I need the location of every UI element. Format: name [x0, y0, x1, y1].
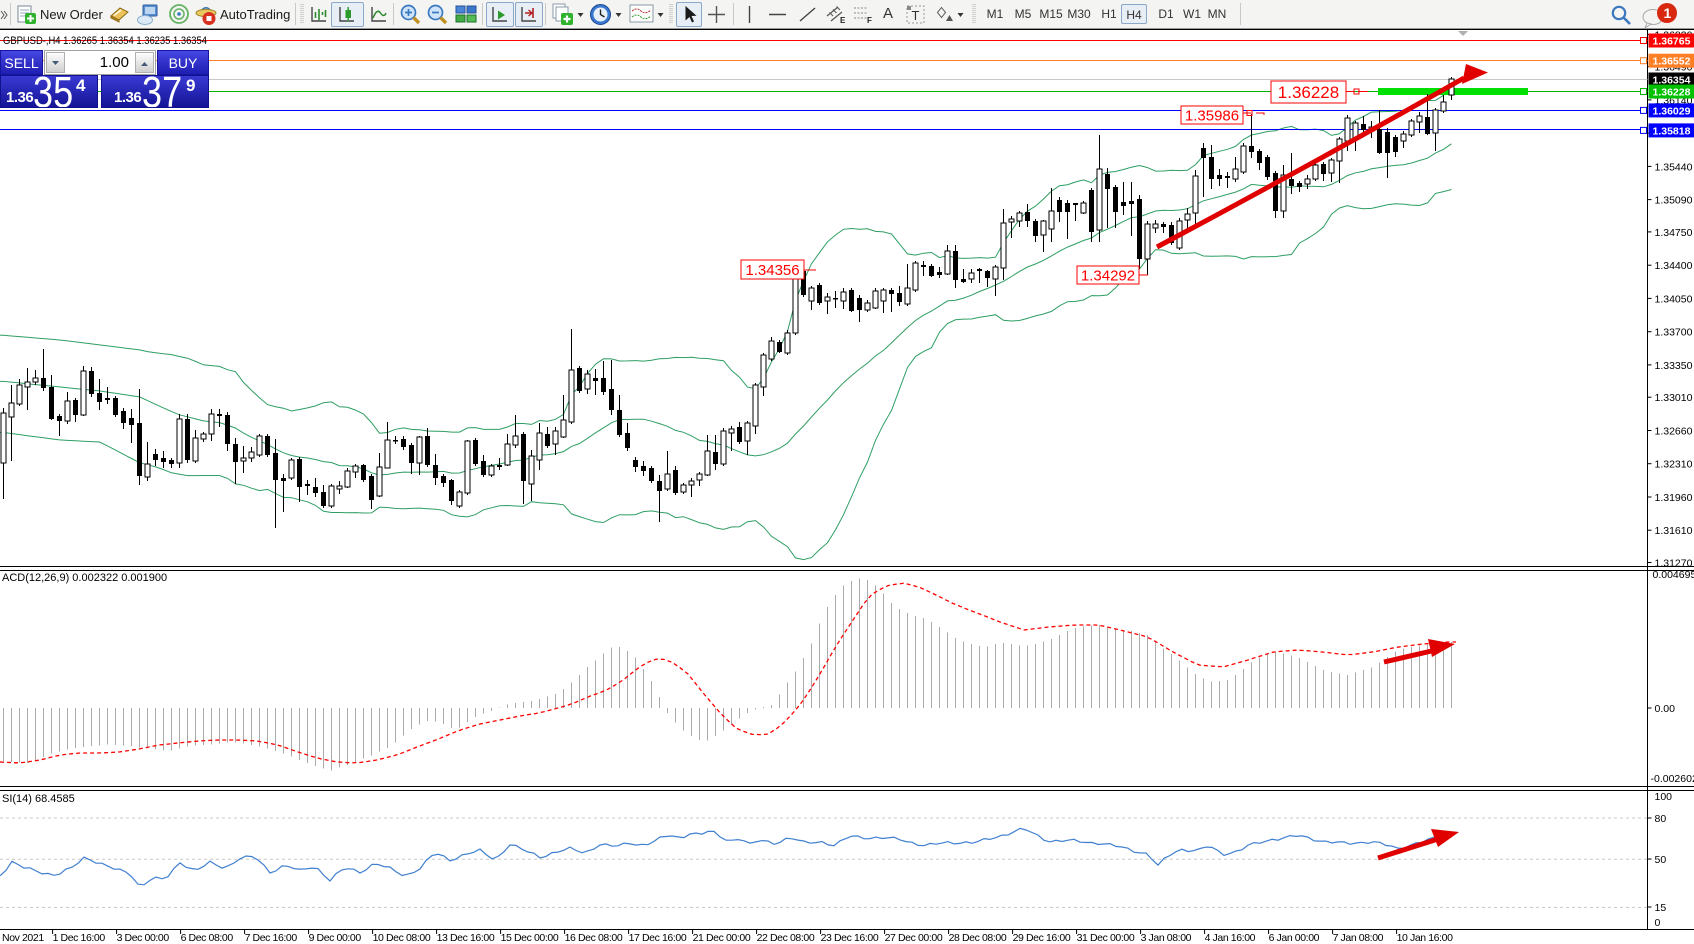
svg-text:1.33010: 1.33010 [1655, 392, 1693, 404]
svg-text:7 Dec 16:00: 7 Dec 16:00 [245, 932, 298, 944]
svg-text:1.31270: 1.31270 [1655, 558, 1693, 570]
svg-text:1.36765: 1.36765 [1653, 36, 1691, 48]
svg-text:13 Dec 16:00: 13 Dec 16:00 [437, 932, 495, 944]
svg-text:1.34050: 1.34050 [1655, 293, 1693, 305]
svg-text:1.36228: 1.36228 [1653, 87, 1691, 99]
svg-text:27 Dec 00:00: 27 Dec 00:00 [885, 932, 943, 944]
svg-text:4 Jan 16:00: 4 Jan 16:00 [1205, 932, 1256, 944]
svg-text:1.34750: 1.34750 [1655, 227, 1693, 239]
svg-text:50: 50 [1655, 854, 1667, 866]
svg-text:T: T [912, 8, 920, 23]
svg-text:29 Dec 16:00: 29 Dec 16:00 [1013, 932, 1071, 944]
svg-text:6 Jan 00:00: 6 Jan 00:00 [1269, 932, 1320, 944]
svg-text:1.36552: 1.36552 [1653, 56, 1691, 68]
svg-text:100: 100 [1655, 791, 1673, 803]
svg-text:6 Dec 08:00: 6 Dec 08:00 [181, 932, 234, 944]
svg-text:1.36228: 1.36228 [1278, 83, 1339, 102]
svg-text:17 Dec 16:00: 17 Dec 16:00 [629, 932, 687, 944]
svg-text:1.34292: 1.34292 [1081, 267, 1135, 284]
svg-text:E: E [840, 16, 846, 25]
svg-text:1.33700: 1.33700 [1655, 327, 1693, 339]
svg-text:3 Jan 08:00: 3 Jan 08:00 [1141, 932, 1192, 944]
svg-text:1: 1 [1664, 5, 1672, 21]
svg-text:30 Nov 2021: 30 Nov 2021 [0, 932, 44, 944]
svg-text:1.32310: 1.32310 [1655, 459, 1693, 471]
svg-text:F: F [867, 16, 872, 25]
svg-text:1.32660: 1.32660 [1655, 426, 1693, 438]
svg-text:15 Dec 00:00: 15 Dec 00:00 [501, 932, 559, 944]
svg-text:-0.002602: -0.002602 [1651, 773, 1694, 785]
svg-text:SI(14) 68.4585: SI(14) 68.4585 [2, 793, 75, 805]
svg-text:9 Dec 00:00: 9 Dec 00:00 [309, 932, 362, 944]
svg-text:21 Dec 00:00: 21 Dec 00:00 [693, 932, 751, 944]
svg-text:7 Jan 08:00: 7 Jan 08:00 [1333, 932, 1384, 944]
svg-text:15: 15 [1655, 902, 1667, 914]
svg-text:1.35440: 1.35440 [1655, 161, 1693, 173]
svg-text:16 Dec 08:00: 16 Dec 08:00 [565, 932, 623, 944]
svg-text:1.31610: 1.31610 [1655, 525, 1693, 537]
svg-text:3 Dec 00:00: 3 Dec 00:00 [117, 932, 170, 944]
svg-text:1 Dec 16:00: 1 Dec 16:00 [53, 932, 106, 944]
svg-text:0: 0 [1655, 917, 1661, 929]
svg-text:0.004695: 0.004695 [1653, 569, 1694, 581]
svg-text:1.35986: 1.35986 [1185, 107, 1239, 124]
svg-text:1.35090: 1.35090 [1655, 195, 1693, 207]
svg-text:10 Dec 08:00: 10 Dec 08:00 [373, 932, 431, 944]
svg-text:31 Dec 00:00: 31 Dec 00:00 [1077, 932, 1135, 944]
svg-text:1.34400: 1.34400 [1655, 260, 1693, 272]
svg-text:28 Dec 08:00: 28 Dec 08:00 [949, 932, 1007, 944]
svg-text:1.36029: 1.36029 [1653, 105, 1691, 117]
svg-text:0.00: 0.00 [1655, 703, 1676, 715]
svg-text:1.36354: 1.36354 [1653, 75, 1691, 87]
svg-text:1.35818: 1.35818 [1653, 125, 1691, 137]
svg-text:GBPUSD-,H4 1.36265 1.36354 1.: GBPUSD-,H4 1.36265 1.36354 1.36235 1.363… [3, 35, 207, 47]
svg-text:80: 80 [1655, 813, 1667, 825]
svg-text:10 Jan 16:00: 10 Jan 16:00 [1397, 932, 1453, 944]
svg-text:1.34356: 1.34356 [745, 262, 799, 279]
svg-text:1.31960: 1.31960 [1655, 492, 1693, 504]
svg-text:ACD(12,26,9) 0.002322 0.001900: ACD(12,26,9) 0.002322 0.001900 [2, 572, 167, 584]
svg-text:1.33350: 1.33350 [1655, 360, 1693, 372]
svg-text:23 Dec 16:00: 23 Dec 16:00 [821, 932, 879, 944]
svg-text:22 Dec 08:00: 22 Dec 08:00 [757, 932, 815, 944]
